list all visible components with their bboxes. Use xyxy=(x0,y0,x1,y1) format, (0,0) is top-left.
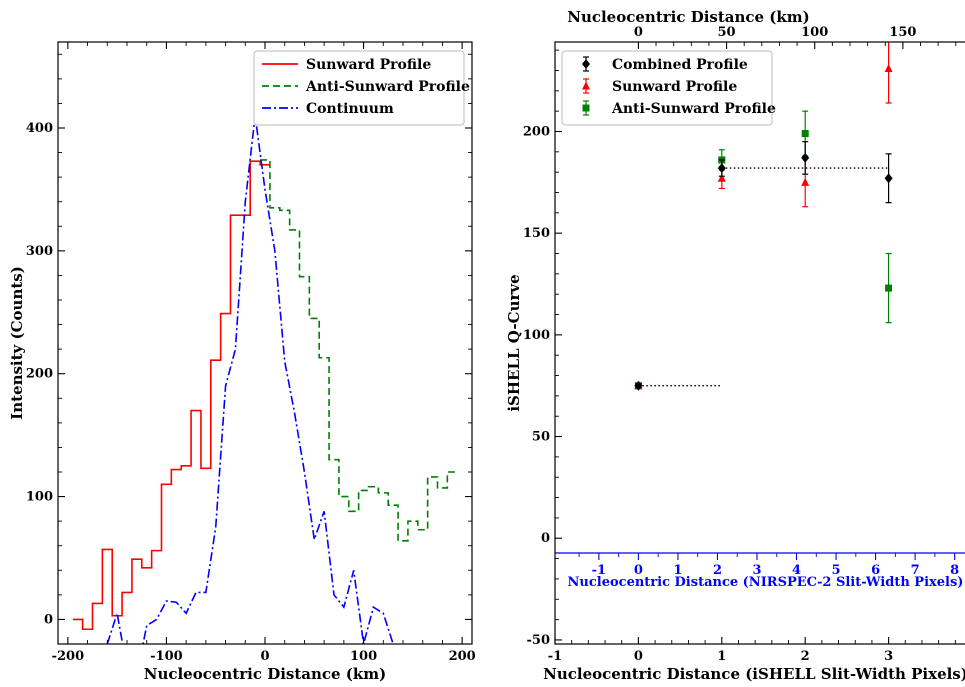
right-point-0 xyxy=(884,173,893,184)
right-x-tick-label: -1 xyxy=(548,649,562,664)
right-y-tick-label: 150 xyxy=(523,226,550,241)
right-plot-frame xyxy=(554,41,965,645)
nirspec-axis-tick-label: 0 xyxy=(634,563,643,578)
right-legend-marker-2 xyxy=(582,104,590,112)
right-legend-label-1: Sunward Profile xyxy=(612,79,737,95)
right-legend-label-2: Anti-Sunward Profile xyxy=(611,101,776,117)
left-x-tick-label: 100 xyxy=(350,649,377,664)
right-point-1 xyxy=(717,173,726,182)
right-legend-label-0: Combined Profile xyxy=(612,57,748,73)
right-point-0 xyxy=(717,163,726,174)
nirspec-axis-tick-label: 3 xyxy=(752,563,761,578)
right-legend-marker-1 xyxy=(582,81,590,90)
right-point-0 xyxy=(634,380,643,391)
left-plot-frame xyxy=(57,41,473,645)
right-legend-box xyxy=(561,50,773,126)
right-top-x-axis-label: Nucleocentric Distance (km) xyxy=(567,8,810,26)
nirspec-axis-tick-label: 8 xyxy=(950,563,959,578)
right-point-1 xyxy=(801,177,810,186)
left-legend-label-2: Continuum xyxy=(306,101,394,117)
right-y-axis-label: iSHELL Q-Curve xyxy=(505,274,523,411)
right-x-tick-label: 3 xyxy=(884,649,893,664)
left-series-line-1 xyxy=(260,159,458,542)
left-series-line-0 xyxy=(72,160,270,631)
left-legend-box xyxy=(253,50,465,126)
left-legend-label-1: Anti-Sunward Profile xyxy=(305,79,470,95)
right-data-group xyxy=(634,42,893,391)
left-y-tick-label: 300 xyxy=(26,244,53,259)
nirspec-axis-label: Nucleocentric Distance (NIRSPEC-2 Slit-W… xyxy=(568,575,964,590)
left-x-tick-label: 0 xyxy=(260,649,269,664)
right-y-tick-label: 100 xyxy=(523,328,550,343)
right-point-2 xyxy=(885,284,893,292)
left-x-tick-label: -200 xyxy=(52,649,85,664)
right-y-tick-label: -50 xyxy=(527,633,551,648)
left-series-line-2 xyxy=(106,115,394,644)
left-x-tick-label: 200 xyxy=(449,649,476,664)
left-y-tick-label: 200 xyxy=(26,367,53,382)
right-point-2 xyxy=(801,130,809,138)
left-x-axis-label: Nucleocentric Distance (km) xyxy=(144,665,387,683)
left-legend-label-0: Sunward Profile xyxy=(306,57,431,73)
right-legend-marker-0 xyxy=(582,59,590,69)
nirspec-axis-tick-label: -1 xyxy=(592,563,606,578)
right-point-0 xyxy=(801,152,810,163)
left-y-tick-label: 0 xyxy=(44,612,53,627)
right-top-x-tick-label: 0 xyxy=(634,25,643,40)
right-legend: Combined Profile Sunward Profile Anti-Sunw… xyxy=(561,50,776,126)
nirspec-axis-tick-label: 6 xyxy=(871,563,880,578)
right-x-tick-label: 0 xyxy=(634,649,643,664)
right-point-1 xyxy=(884,63,893,72)
left-y-tick-label: 100 xyxy=(26,490,53,505)
nirspec-axis-tick-label: 4 xyxy=(792,563,801,578)
right-top-x-tick-label: 100 xyxy=(801,25,828,40)
right-x-tick-label: 1 xyxy=(717,649,726,664)
nirspec-axis-tick-label: 2 xyxy=(713,563,722,578)
left-x-tick-label: -100 xyxy=(150,649,183,664)
right-top-x-tick-label: 150 xyxy=(889,25,916,40)
nirspec-axis-tick-label: 5 xyxy=(832,563,841,578)
right-y-tick-label: 0 xyxy=(541,531,550,546)
left-chart-intensity-profiles: -200 -100 0 100 200 0 100 200 300 400 Nucleocentri… xyxy=(8,41,476,683)
right-y-tick-label: 50 xyxy=(532,430,550,445)
right-y-tick-label: 200 xyxy=(523,124,550,139)
nirspec-axis-tick-label: 1 xyxy=(673,563,682,578)
left-legend: Sunward Profile Anti-Sunward Profile Conti… xyxy=(253,50,470,126)
nirspec-axis-tick-label: 7 xyxy=(911,563,920,578)
left-series-group xyxy=(72,115,458,644)
right-x-axis-label: Nucleocentric Distance (iSHELL Slit-Widt… xyxy=(543,665,965,683)
right-top-x-tick-label: 50 xyxy=(718,25,736,40)
left-y-axis-label: Intensity (Counts) xyxy=(8,266,26,420)
left-y-tick-label: 400 xyxy=(26,121,53,136)
right-x-tick-label: 2 xyxy=(801,649,810,664)
